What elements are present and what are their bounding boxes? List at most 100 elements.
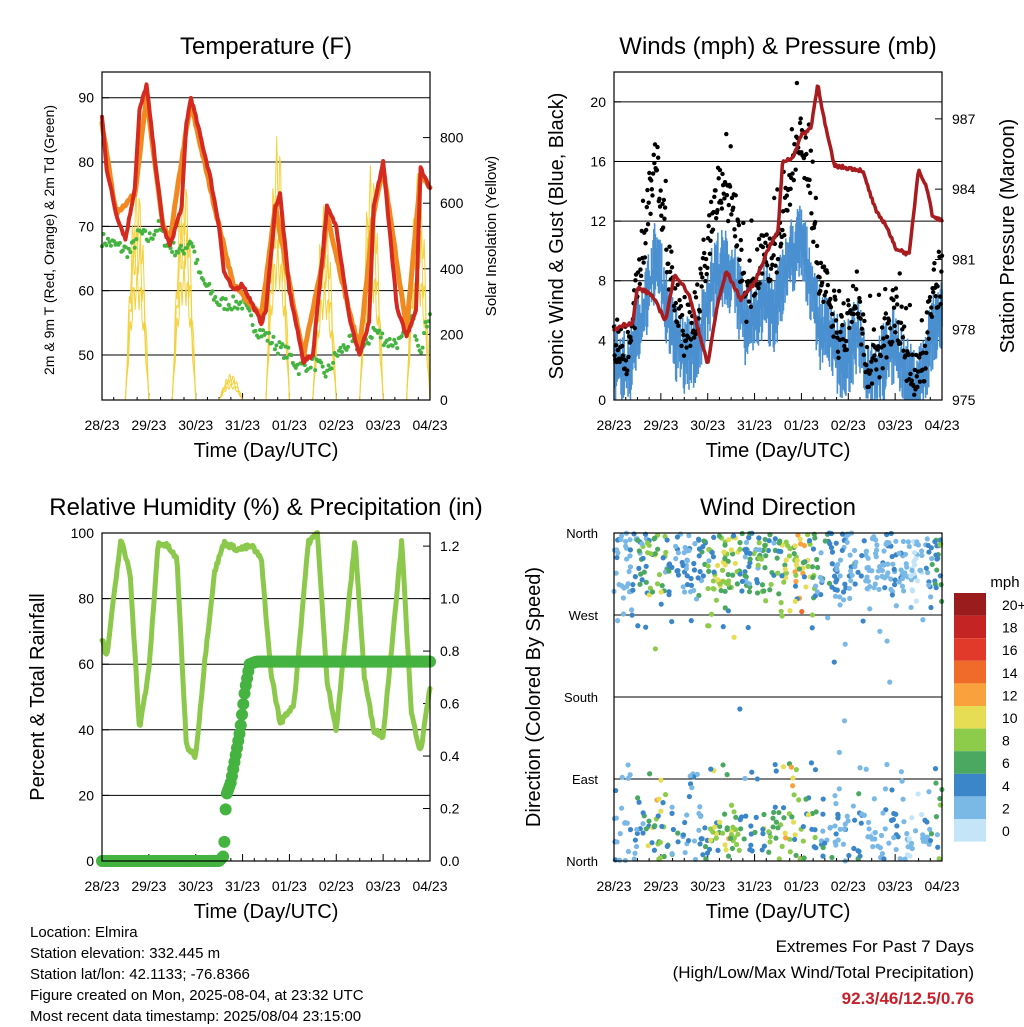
wind-gust-point [924,350,929,356]
wind-gust-point [919,318,925,323]
wind-direction-point [767,839,773,845]
panel1-y-tick-label: 60 [78,283,94,299]
wind-gust-point [813,219,818,225]
wind-direction-point [832,593,839,599]
dewpoint-point [414,337,419,342]
wind-gust-point [741,270,747,276]
wind-direction-point [874,542,880,548]
wind-direction-point [832,793,838,799]
wind-direction-point [918,567,924,573]
wind-direction-point [748,823,754,829]
wind-gust-point [732,234,738,239]
wind-gust-point [774,270,779,275]
wind-direction-point [881,856,887,862]
wind-gust-point [641,260,646,265]
legend-label: 0 [1002,823,1010,839]
wind-direction-point [627,564,634,570]
wind-gust-point [624,371,629,377]
wind-direction-point [837,602,843,608]
dewpoint-point [108,243,113,248]
wind-gust-point [778,241,784,246]
wind-direction-point [746,589,753,595]
x-tick-label: 29/23 [643,878,678,894]
wind-gust-point [893,286,899,291]
wind-direction-point [839,531,846,537]
wind-direction-point [643,624,649,630]
wind-direction-point [620,595,627,601]
wind-direction-point [708,837,714,843]
wind-gust-point [763,240,768,246]
direction-tick-label: North [566,854,598,869]
wind-gust-point [753,291,758,297]
wind-direction-point [912,828,919,834]
wind-direction-point [684,812,690,818]
wind-direction-point [745,624,751,631]
wind-direction-point [626,568,632,575]
wind-gust-point [830,323,836,329]
wind-direction-point [661,853,667,860]
x-tick-label: 30/23 [178,878,213,894]
wind-direction-point [837,557,844,563]
wind-direction-point [792,598,798,604]
panel4-title: Wind Direction [700,494,856,521]
wind-gust-point [834,330,839,335]
wind-gust-point [912,392,917,398]
wind-gust-point [725,218,731,224]
wind-gust-point [719,206,725,211]
wind-gust-point [883,311,889,316]
wind-direction-point [760,831,766,837]
wind-gust-point [704,271,709,277]
wind-direction-point [864,574,870,580]
wind-gust-point [739,278,745,283]
wind-direction-point [722,562,728,568]
wind-direction-point [792,543,798,549]
wind-direction-point [831,573,838,579]
wind-direction-point [829,584,835,590]
wind-direction-point [852,547,858,554]
wind-gust-point [724,192,730,198]
wind-gust-point [857,295,862,301]
wind-direction-point [697,804,703,810]
panel3-y2-tick-label: 0.4 [440,748,460,764]
wind-gust-point [818,288,823,294]
wind-direction-point [721,549,727,555]
wind-gust-point [835,349,841,354]
wind-direction-point [787,849,793,855]
wind-direction-point [652,646,659,652]
wind-direction-point [731,835,738,841]
dewpoint-point [250,323,255,328]
legend-label: 16 [1002,642,1018,658]
wind-gust-point [842,343,847,349]
wind-direction-point [806,538,813,544]
wind-gust-point [884,355,889,360]
wind-gust-point [637,281,643,287]
x-tick-label: 31/23 [225,878,260,894]
wind-direction-point [924,834,931,840]
wind-gust-point [625,329,631,335]
wind-direction-point [673,556,679,562]
wind-direction-point [737,571,743,577]
dewpoint-point [192,249,197,254]
legend-label: 20+ [1002,597,1024,613]
x-tick-label: 02/23 [831,878,866,894]
wind-direction-point [632,837,638,843]
wind-direction-point [746,563,752,570]
legend-label: 8 [1002,733,1010,749]
panel1-y-tick-label: 80 [78,154,94,170]
wind-direction-point [819,578,825,584]
wind-direction-point [829,854,835,861]
wind-direction-point [800,560,806,566]
dewpoint-point [326,363,331,368]
dewpoint-point [249,313,254,318]
wind-direction-point [755,562,761,568]
wind-gust-point [724,131,729,137]
wind-direction-point [923,838,929,845]
dewpoint-point [413,334,418,339]
wind-direction-point [791,792,797,798]
wind-direction-point [791,550,797,557]
wind-direction-point [841,718,848,724]
wind-gust-point [878,353,884,359]
wind-direction-point [826,580,833,586]
panel1-frame [101,71,431,401]
wind-direction-point [643,579,649,585]
